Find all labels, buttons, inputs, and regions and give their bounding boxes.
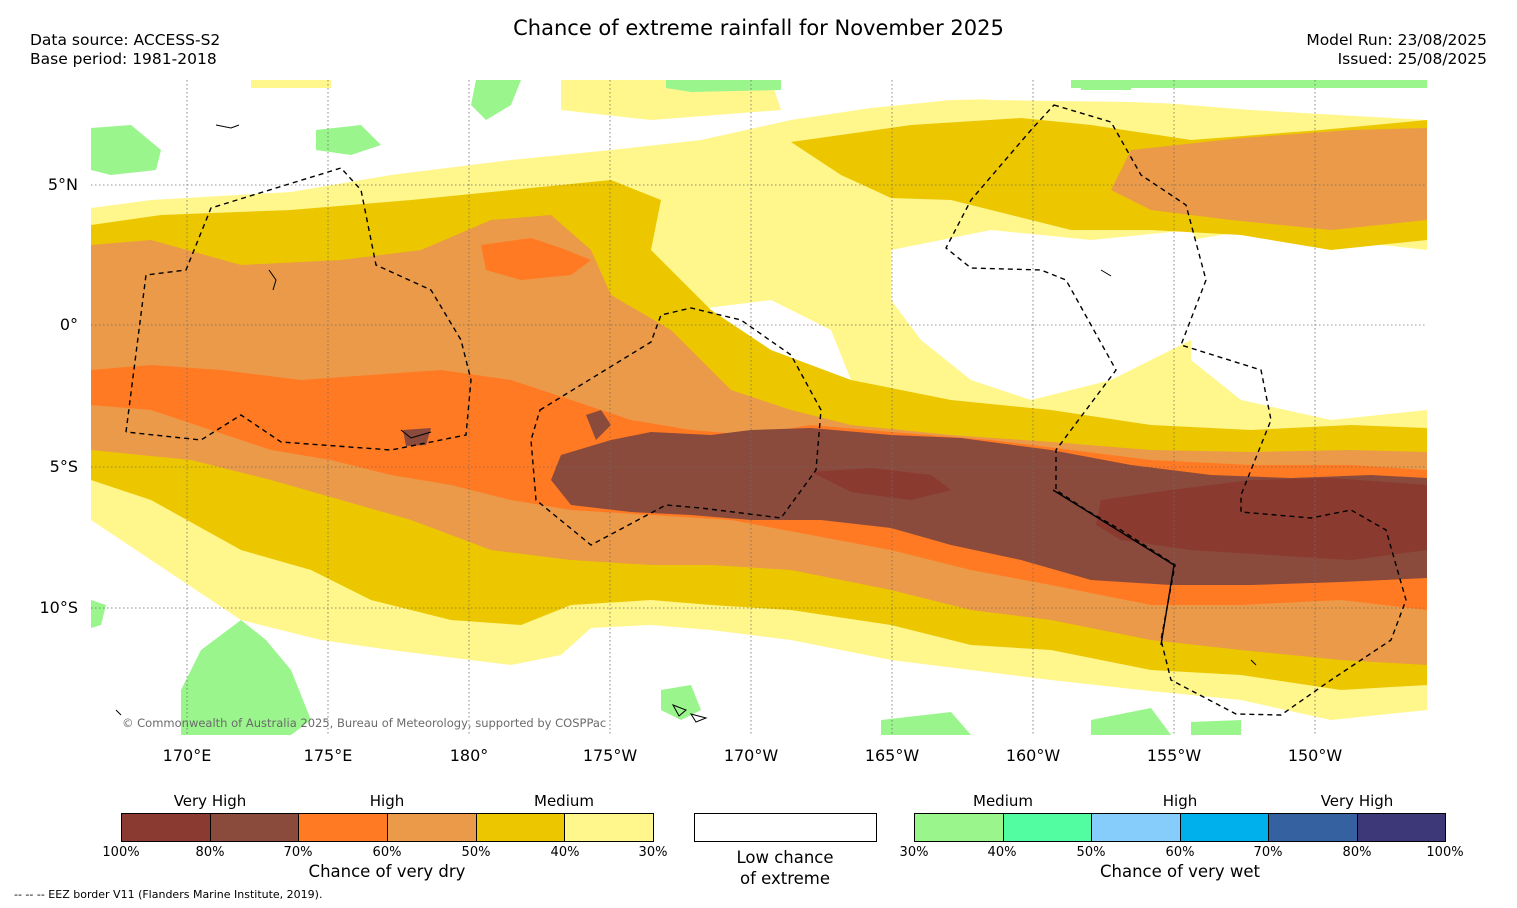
legend-low-chance-swatch	[694, 813, 877, 842]
issued-text: Issued: 25/08/2025	[1337, 50, 1487, 68]
legend-low-chance-label-1: Low chance	[736, 848, 834, 867]
model-run-info: Model Run: 23/08/2025 Issued: 25/08/2025	[1306, 31, 1487, 69]
legend-wet-tick: 80%	[1342, 845, 1372, 860]
legend-dry-tick: 30%	[638, 845, 668, 860]
lat-label-10s: 10°S	[39, 598, 78, 617]
legend-wet-caption: Chance of very wet	[1100, 862, 1260, 881]
eez-borders	[125, 104, 1407, 716]
lon-label-155w: 155°W	[1146, 746, 1202, 765]
legend-wet-tick: 60%	[1165, 845, 1195, 860]
dry-100-patch	[811, 468, 951, 500]
low-chance-area	[891, 230, 1221, 400]
legend-dry-swatch-3	[299, 814, 389, 841]
eez-tokelau	[530, 307, 822, 546]
eez-solid-segment	[1052, 489, 1175, 646]
legend-wet-tick: 70%	[1253, 845, 1283, 860]
legend-wet-tick: 40%	[987, 845, 1017, 860]
legend-dry-category-medium: Medium	[534, 792, 594, 810]
dry-70-patch-north	[481, 238, 591, 280]
legend-wet-colorbar	[914, 813, 1446, 842]
copyright-notice: © Commonwealth of Australia 2025, Bureau…	[122, 716, 607, 730]
wet-patch-12	[1191, 720, 1241, 735]
lon-label-150w: 150°W	[1287, 746, 1343, 765]
legend-dry-tick: 100%	[102, 845, 140, 860]
legend-wet-category-high: High	[1162, 792, 1198, 810]
lon-label-170e: 170°E	[162, 746, 212, 765]
legend-dry-swatch-1	[122, 814, 211, 841]
legend-dry-category-high: High	[369, 792, 405, 810]
wet-patch-1	[91, 125, 161, 175]
dry-80-spike	[586, 410, 611, 440]
dry-80-small-patch	[403, 428, 431, 446]
graticule	[91, 80, 1427, 735]
legend-wet-swatch-1	[915, 814, 1004, 841]
wet-patch-3	[471, 80, 521, 120]
rainfall-map	[91, 80, 1427, 735]
legend-dry-tick: 60%	[372, 845, 402, 860]
wet-patch-9	[661, 685, 701, 720]
legend-wet-swatch-5	[1269, 814, 1358, 841]
legend-wet-swatch-6	[1357, 814, 1445, 841]
eez-kiribati-gilbert	[125, 167, 472, 451]
islands	[115, 124, 1257, 723]
lon-label-175e: 175°E	[303, 746, 353, 765]
lat-label-5n: 5°N	[47, 175, 78, 194]
wet-patch-6	[1071, 80, 1427, 88]
legend-low-chance-label-2: of extreme	[739, 869, 831, 888]
legend-dry-tick: 80%	[195, 845, 225, 860]
data-source-text: Data source: ACCESS-S2	[30, 31, 221, 49]
base-period-text: Base period: 1981-2018	[30, 50, 217, 68]
model-run-text: Model Run: 23/08/2025	[1306, 31, 1487, 49]
low-chance-area-2	[1191, 230, 1427, 420]
dry-100-band	[1096, 478, 1427, 560]
legend-wet-swatch-4	[1180, 814, 1269, 841]
legend-wet-tick: 50%	[1076, 845, 1106, 860]
wet-patch-10	[881, 712, 971, 735]
eez-footnote: -- -- -- EEZ border V11 (Flanders Marine…	[14, 888, 323, 901]
legend-dry-caption: Chance of very dry	[308, 862, 466, 881]
legend-wet-tick: 100%	[1426, 845, 1464, 860]
wet-patch-2	[316, 125, 381, 155]
lat-label-5s: 5°S	[49, 457, 78, 476]
legend-wet-swatch-3	[1092, 814, 1181, 841]
legend-wet-category-medium: Medium	[973, 792, 1033, 810]
legend-dry-colorbar	[121, 813, 654, 842]
data-source-info: Data source: ACCESS-S2 Base period: 1981…	[30, 31, 220, 69]
wet-patch-7	[181, 620, 311, 735]
lon-label-160w: 160°W	[1005, 746, 1061, 765]
legend-dry-category-very-high: Very High	[173, 792, 247, 810]
legend-dry-swatch-2	[210, 814, 300, 841]
lon-label-180: 180°	[449, 746, 489, 765]
wet-patch-11	[1091, 708, 1171, 735]
legend-dry-tick: 70%	[283, 845, 313, 860]
lon-label-165w: 165°W	[864, 746, 920, 765]
legend-dry-tick: 50%	[461, 845, 491, 860]
wet-patch-4	[666, 80, 781, 92]
wet-patch-8	[91, 600, 106, 628]
dry-60-north-band	[1111, 128, 1427, 230]
legend-dry-swatch-4	[388, 814, 477, 841]
legend-wet-tick: 30%	[899, 845, 929, 860]
dry-40-top-patch	[251, 80, 331, 88]
eez-line-islands	[945, 104, 1407, 716]
legend-wet-swatch-2	[1003, 814, 1092, 841]
legend-dry-tick: 40%	[550, 845, 580, 860]
page-title: Chance of extreme rainfall for November …	[513, 16, 1004, 40]
lat-label-0: 0°	[59, 315, 78, 334]
legend-wet-category-very-high: Very High	[1320, 792, 1394, 810]
legend-dry-swatch-5	[476, 814, 566, 841]
legend-dry-swatch-6	[565, 814, 654, 841]
lon-label-170w: 170°W	[723, 746, 779, 765]
lon-label-175w: 175°W	[582, 746, 638, 765]
